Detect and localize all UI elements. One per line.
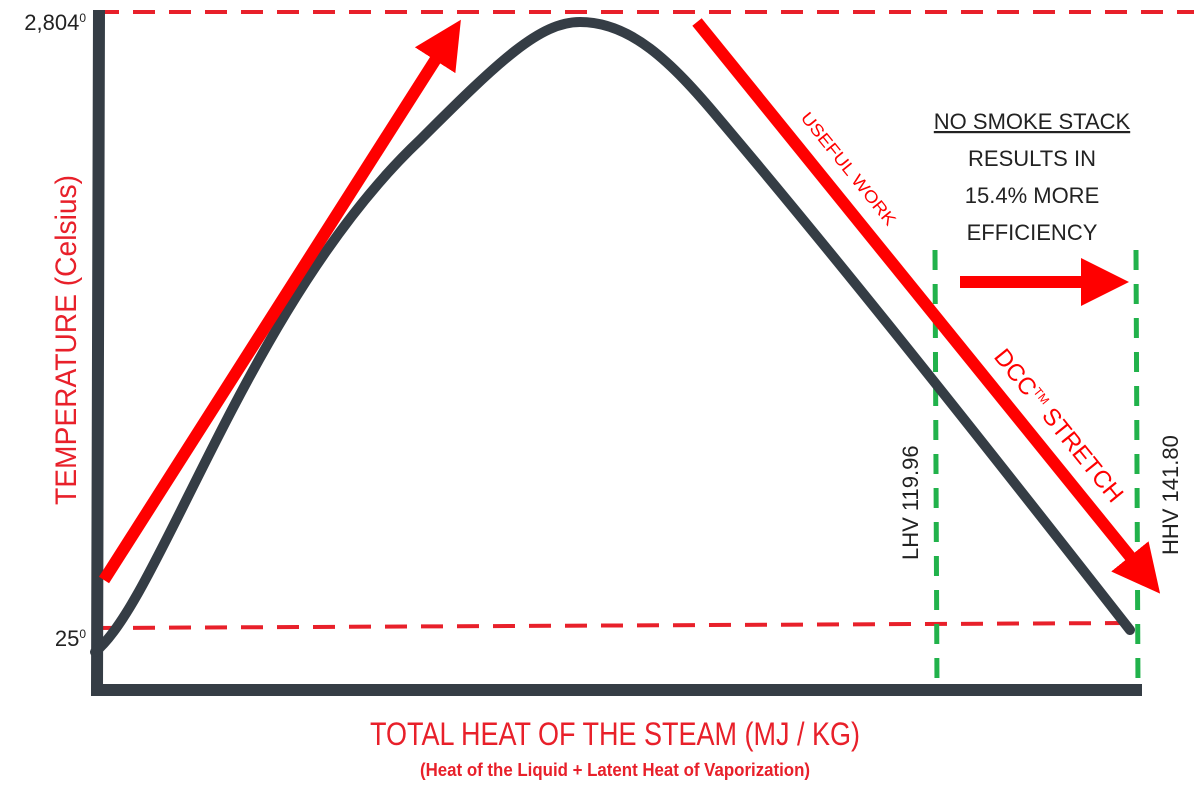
- note: NO SMOKE STACK RESULTS IN 15.4% MORE EFF…: [934, 109, 1131, 245]
- bottom-dashed-line: [96, 621, 1131, 630]
- note-line: RESULTS IN: [968, 146, 1096, 171]
- axes: [90, 9, 1142, 696]
- steam-curve: [90, 16, 1135, 657]
- hhv-line: [1133, 249, 1141, 691]
- work-arrow: [692, 18, 1161, 594]
- y-top-label: 2,8040: [24, 10, 86, 35]
- y-bottom-label: 250: [55, 626, 86, 651]
- note-line: NO SMOKE STACK: [934, 109, 1131, 134]
- note-line: EFFICIENCY: [967, 220, 1098, 245]
- note-line: 15.4% MORE: [965, 183, 1100, 208]
- x-axis-label: TOTAL HEAT OF THE STEAM (MJ / KG): [370, 716, 860, 752]
- lhv-label: LHV 119.96: [898, 445, 923, 560]
- y-axis-label: TEMPERATURE (Celsius): [50, 175, 83, 505]
- heating-arrow: [98, 19, 461, 584]
- hhv-label: HHV 141.80: [1158, 435, 1183, 555]
- x-axis-sublabel: (Heat of the Liquid + Latent Heat of Vap…: [420, 760, 810, 780]
